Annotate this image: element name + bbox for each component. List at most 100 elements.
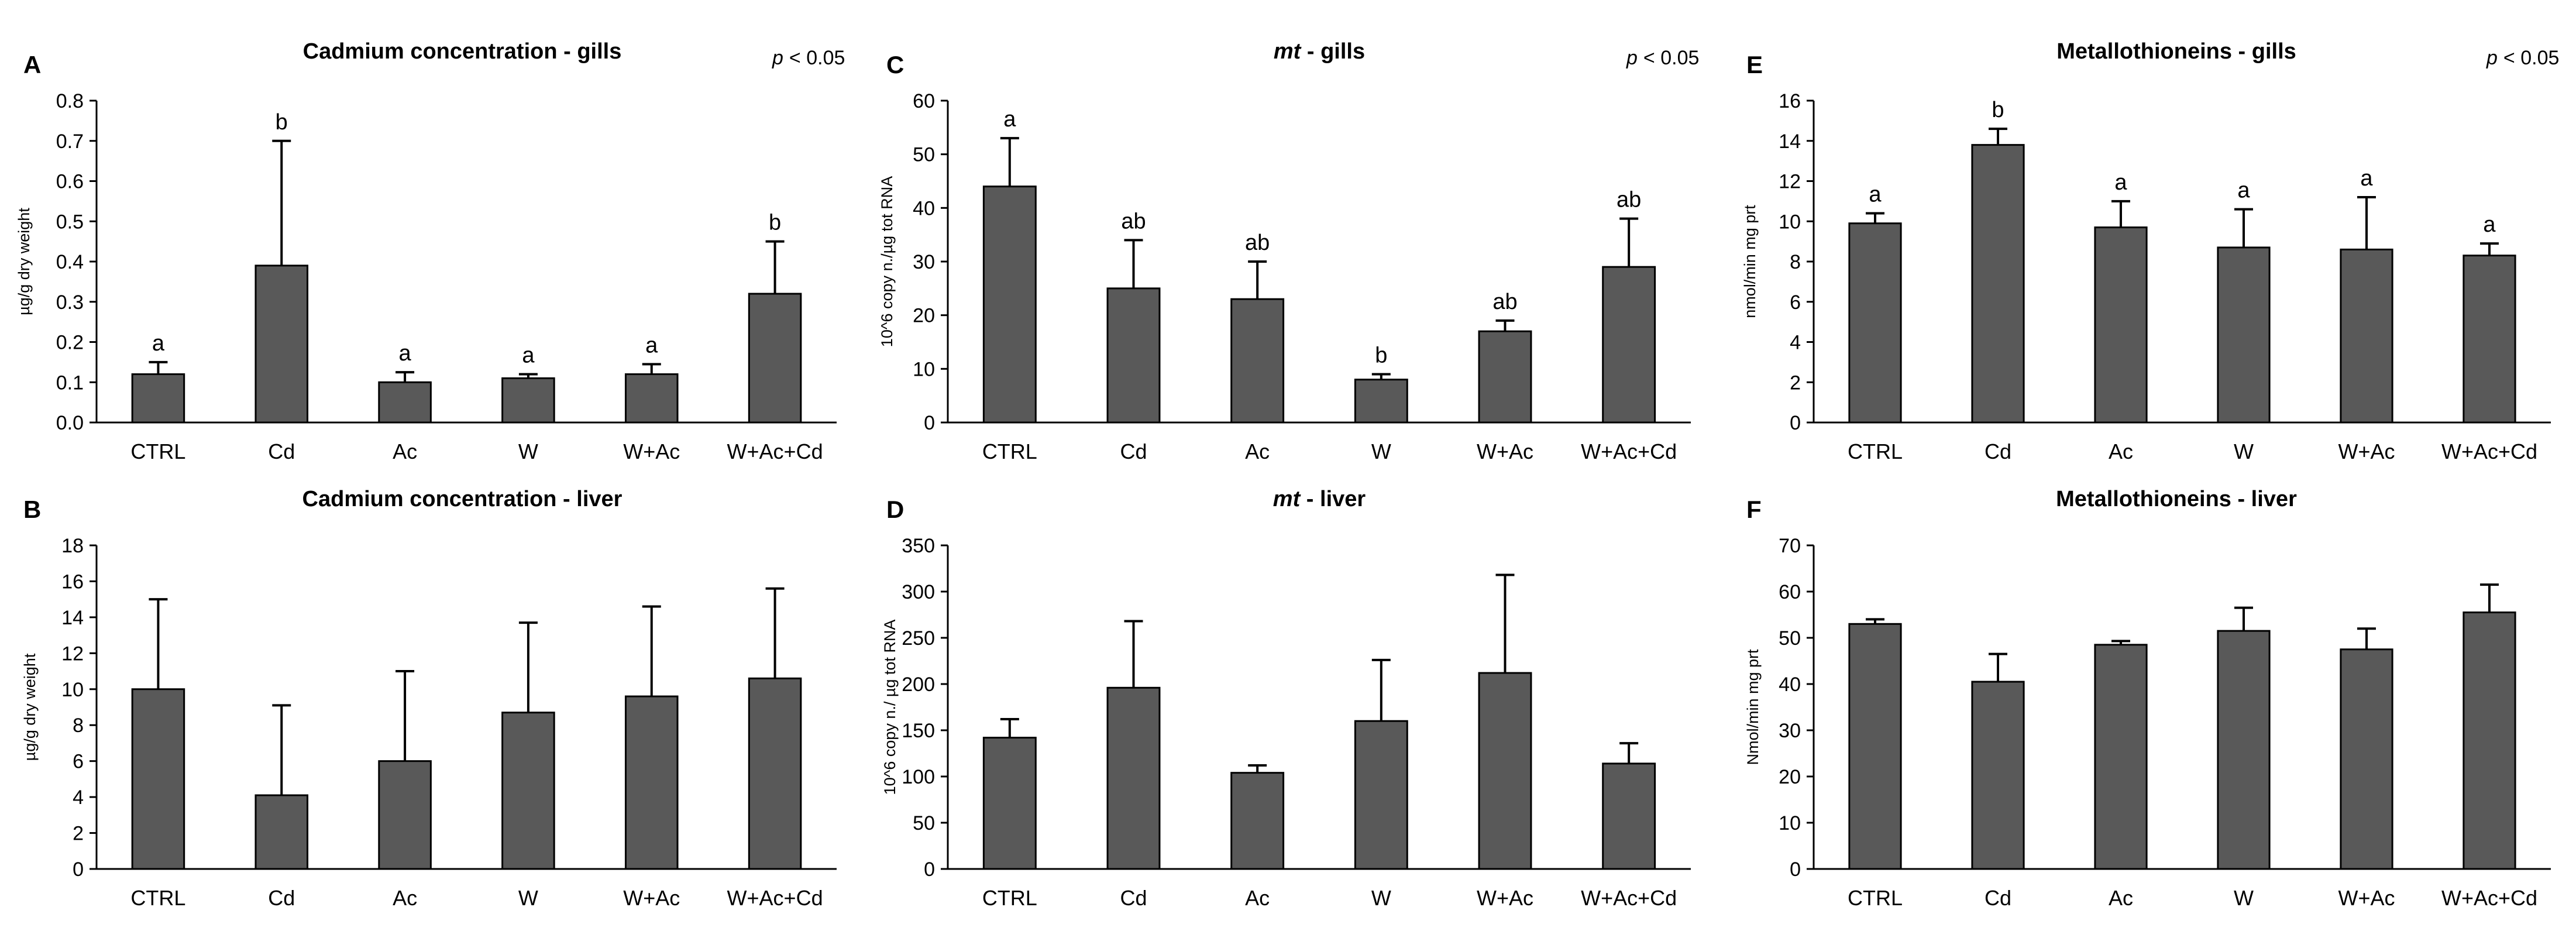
- y-tick-label-b: 8: [73, 714, 84, 737]
- significance-label-c: b: [1375, 343, 1387, 368]
- x-tick-label-f: Ac: [2109, 886, 2133, 910]
- chart-title-a: Cadmium concentration - gills: [303, 39, 622, 64]
- y-tick-label-b: 0: [73, 858, 84, 881]
- y-tick-label-d: 250: [902, 627, 935, 650]
- x-tick-label-a: Ac: [393, 439, 417, 463]
- significance-label-a: a: [522, 343, 535, 368]
- chart-title-b: Cadmium concentration - liver: [302, 487, 622, 511]
- y-axis-label-d: 10^6 copy n./ µg tot RNA: [881, 620, 899, 795]
- p-value-a: p < 0.05: [772, 47, 845, 69]
- bar-b: [624, 695, 679, 870]
- bar-d: [1478, 672, 1532, 870]
- x-tick-label-a: W+Ac+Cd: [727, 439, 823, 463]
- y-tick-label-e: 14: [1779, 130, 1801, 153]
- bar-d: [1106, 686, 1161, 870]
- chart-title-f: Metallothioneins - liver: [2056, 487, 2297, 511]
- bar-c: [1354, 379, 1408, 424]
- significance-label-a: a: [152, 331, 165, 356]
- p-symbol-c: p: [1626, 47, 1638, 69]
- x-tick-label-e: CTRL: [1848, 439, 1903, 463]
- bar-c: [1230, 298, 1285, 424]
- chart-title-c: mt - gills: [1274, 39, 1365, 64]
- y-tick-label-d: 150: [902, 720, 935, 742]
- x-tick-label-f: W: [2234, 886, 2254, 910]
- x-tick-label-e: Cd: [1985, 439, 2011, 463]
- significance-label-e: a: [2483, 212, 2496, 237]
- x-tick-label-f: Cd: [1985, 886, 2011, 910]
- y-tick-label-d: 300: [902, 581, 935, 603]
- x-tick-label-d: Ac: [1245, 886, 1270, 910]
- bar-b: [378, 760, 432, 870]
- x-tick-label-e: W+Ac: [2338, 439, 2395, 463]
- x-tick-label-c: W+Ac+Cd: [1581, 439, 1677, 463]
- bar-c: [982, 185, 1037, 424]
- bar-f: [1971, 681, 2025, 870]
- y-tick-label-f: 20: [1779, 766, 1801, 788]
- bar-b: [254, 794, 309, 870]
- chart-panel-e: E Metallothioneins - gills p < 0.05 nmol/min…: [1741, 39, 2559, 463]
- bar-f: [2462, 611, 2516, 870]
- x-tick-label-c: Cd: [1120, 439, 1147, 463]
- y-tick-label-b: 12: [61, 642, 84, 665]
- y-tick-label-d: 200: [902, 674, 935, 696]
- y-tick-label-c: 30: [913, 251, 935, 273]
- chart-title-d: mt - liver: [1273, 487, 1366, 511]
- bar-a: [748, 293, 802, 424]
- x-tick-label-f: W+Ac: [2338, 886, 2395, 910]
- significance-label-c: ab: [1492, 290, 1517, 314]
- x-tick-label-d: W+Ac: [1477, 886, 1533, 910]
- bar-c: [1106, 287, 1161, 424]
- x-tick-label-c: W+Ac: [1477, 439, 1533, 463]
- significance-label-e: a: [1869, 183, 1882, 207]
- panel-letter-a: A: [23, 51, 41, 78]
- chart-title-rest-d: - liver: [1300, 487, 1366, 511]
- y-tick-label-d: 50: [913, 812, 935, 834]
- bar-e: [1848, 222, 1902, 424]
- y-tick-label-a: 0.6: [56, 171, 84, 193]
- bar-f: [2340, 648, 2393, 870]
- y-axis-label-a: µg/g dry weight: [15, 208, 33, 315]
- y-tick-label-c: 0: [924, 412, 935, 434]
- y-tick-label-a: 0.5: [56, 211, 84, 233]
- bar-e: [2094, 226, 2148, 424]
- y-tick-label-b: 6: [73, 751, 84, 773]
- x-tick-label-a: Cd: [268, 439, 295, 463]
- p-symbol-a: p: [772, 47, 783, 69]
- x-tick-label-e: W: [2234, 439, 2254, 463]
- bar-a: [378, 381, 432, 424]
- bar-f: [2217, 630, 2271, 870]
- x-tick-label-f: CTRL: [1848, 886, 1903, 910]
- panel-letter-c: C: [886, 51, 904, 78]
- chart-title-rest-c: - gills: [1301, 39, 1365, 64]
- y-tick-label-f: 40: [1779, 674, 1801, 696]
- p-symbol-e: p: [2486, 47, 2498, 69]
- significance-label-c: ab: [1121, 209, 1146, 233]
- y-tick-label-e: 8: [1790, 251, 1801, 273]
- y-tick-label-f: 50: [1779, 627, 1801, 650]
- significance-label-a: b: [276, 110, 288, 135]
- y-tick-label-d: 0: [924, 858, 935, 881]
- x-tick-label-d: CTRL: [982, 886, 1037, 910]
- x-tick-label-d: Cd: [1120, 886, 1147, 910]
- y-tick-label-a: 0.7: [56, 130, 84, 153]
- x-tick-label-b: W+Ac+Cd: [727, 886, 823, 910]
- y-tick-label-c: 40: [913, 197, 935, 219]
- y-tick-label-e: 0: [1790, 412, 1801, 434]
- bar-d: [1230, 772, 1285, 870]
- y-tick-label-b: 4: [73, 786, 84, 809]
- significance-label-e: a: [2237, 178, 2250, 203]
- x-tick-label-c: Ac: [1245, 439, 1270, 463]
- bar-a: [501, 377, 555, 424]
- bar-a: [254, 264, 309, 424]
- y-tick-label-d: 350: [902, 535, 935, 557]
- significance-label-e: a: [2360, 166, 2373, 191]
- y-tick-label-f: 60: [1779, 581, 1801, 603]
- chart-title-italic-c: mt: [1274, 39, 1302, 64]
- p-value-e: p < 0.05: [2486, 47, 2559, 69]
- bar-f: [2094, 644, 2148, 870]
- p-value-text-e: < 0.05: [2503, 47, 2559, 69]
- x-tick-label-b: Ac: [393, 886, 417, 910]
